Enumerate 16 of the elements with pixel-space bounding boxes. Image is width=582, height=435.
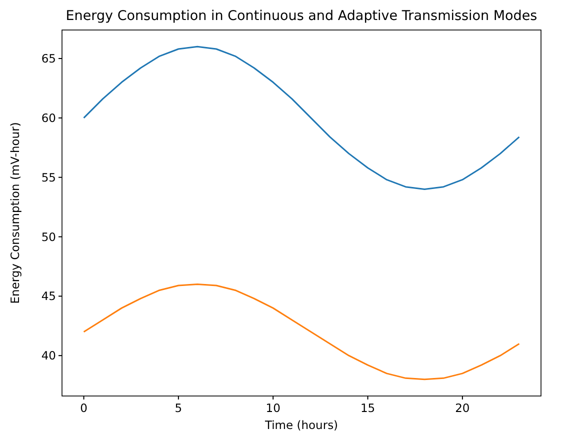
x-tick-label: 10: [266, 401, 280, 415]
y-axis-title: Energy Consumption (mV-hour): [8, 122, 22, 304]
x-tick-label: 5: [174, 401, 182, 415]
line-series: [83, 284, 520, 380]
y-tick-label: 45: [41, 289, 56, 304]
line-series: [83, 46, 520, 190]
y-tick-label: 55: [41, 170, 56, 184]
y-tick-label: 60: [41, 110, 56, 125]
y-tick-label: 65: [41, 52, 56, 66]
y-tick-label: 40: [41, 348, 56, 363]
x-tick-label: 20: [455, 401, 470, 415]
y-tick-label: 50: [41, 230, 56, 244]
chart-title: Energy Consumption in Continuous and Adaptive Transmission Modes: [66, 8, 538, 24]
x-axis-title: Time (hours): [264, 418, 338, 432]
x-tick-label: 15: [360, 401, 376, 415]
x-tick-label: 0: [80, 401, 88, 415]
